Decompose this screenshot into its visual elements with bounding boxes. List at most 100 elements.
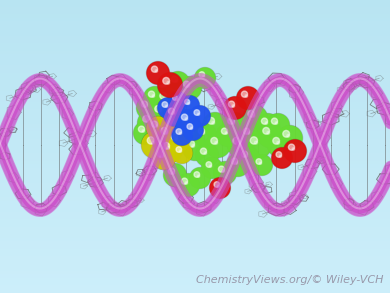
Bar xyxy=(0,161,390,165)
Circle shape xyxy=(243,106,267,130)
Bar xyxy=(0,120,390,125)
Bar xyxy=(0,7,390,11)
Circle shape xyxy=(179,150,182,152)
Circle shape xyxy=(196,144,218,166)
Bar xyxy=(0,260,390,264)
Circle shape xyxy=(199,128,205,134)
Circle shape xyxy=(150,101,174,125)
Bar xyxy=(0,58,390,62)
Circle shape xyxy=(195,68,215,88)
Circle shape xyxy=(271,147,292,168)
Circle shape xyxy=(279,155,282,157)
Circle shape xyxy=(267,114,289,136)
Circle shape xyxy=(225,132,228,134)
Circle shape xyxy=(168,91,188,110)
Circle shape xyxy=(222,128,227,134)
Bar xyxy=(0,230,390,234)
Circle shape xyxy=(212,121,214,124)
Circle shape xyxy=(192,144,195,147)
Circle shape xyxy=(236,86,260,110)
Circle shape xyxy=(188,102,190,105)
Circle shape xyxy=(243,128,250,134)
Circle shape xyxy=(245,155,248,157)
Circle shape xyxy=(217,124,239,146)
Bar xyxy=(0,219,390,223)
Circle shape xyxy=(158,73,182,97)
Bar xyxy=(0,216,390,220)
Circle shape xyxy=(155,88,179,112)
Circle shape xyxy=(210,178,230,198)
Circle shape xyxy=(168,168,175,174)
Circle shape xyxy=(158,137,183,163)
Circle shape xyxy=(158,138,182,162)
Circle shape xyxy=(222,113,248,138)
Circle shape xyxy=(268,132,292,158)
Circle shape xyxy=(241,91,248,97)
Bar xyxy=(0,3,390,7)
Bar xyxy=(0,40,390,44)
Circle shape xyxy=(257,113,280,137)
Circle shape xyxy=(228,117,234,124)
Bar xyxy=(0,25,390,29)
Circle shape xyxy=(202,132,205,134)
Bar xyxy=(0,150,390,154)
Bar xyxy=(0,208,390,212)
Circle shape xyxy=(190,105,211,127)
Circle shape xyxy=(194,172,200,177)
Circle shape xyxy=(169,119,175,124)
Circle shape xyxy=(202,113,228,138)
Circle shape xyxy=(163,103,186,127)
Circle shape xyxy=(194,124,216,146)
Circle shape xyxy=(136,96,160,120)
Circle shape xyxy=(250,137,257,144)
Circle shape xyxy=(147,62,169,84)
Circle shape xyxy=(238,123,262,146)
Circle shape xyxy=(181,96,199,114)
Circle shape xyxy=(152,146,176,170)
Circle shape xyxy=(137,97,159,119)
Circle shape xyxy=(138,126,145,132)
Circle shape xyxy=(275,122,278,124)
Circle shape xyxy=(239,124,261,146)
Circle shape xyxy=(147,117,169,139)
Circle shape xyxy=(179,77,201,99)
Circle shape xyxy=(272,148,292,168)
Bar xyxy=(0,186,390,190)
Circle shape xyxy=(183,135,207,161)
Circle shape xyxy=(215,142,218,144)
Circle shape xyxy=(168,108,175,114)
Circle shape xyxy=(284,139,307,163)
Bar xyxy=(0,69,390,73)
Bar xyxy=(0,234,390,238)
Circle shape xyxy=(172,112,175,114)
Circle shape xyxy=(144,87,166,109)
Bar xyxy=(0,183,390,187)
Circle shape xyxy=(241,151,248,157)
Circle shape xyxy=(271,118,278,124)
Bar xyxy=(0,248,390,253)
Circle shape xyxy=(223,113,247,137)
Circle shape xyxy=(237,142,239,144)
Circle shape xyxy=(283,130,289,137)
Circle shape xyxy=(278,126,302,150)
Circle shape xyxy=(172,125,192,145)
Circle shape xyxy=(159,109,161,112)
Bar xyxy=(0,212,390,216)
Circle shape xyxy=(257,114,279,136)
Circle shape xyxy=(158,72,183,98)
Bar xyxy=(0,274,390,278)
Circle shape xyxy=(145,105,148,107)
Circle shape xyxy=(277,125,303,151)
Bar xyxy=(0,267,390,271)
Circle shape xyxy=(158,98,179,118)
Bar xyxy=(0,194,390,198)
Circle shape xyxy=(175,138,178,140)
Circle shape xyxy=(172,122,175,125)
Circle shape xyxy=(194,110,200,115)
Bar xyxy=(0,263,390,267)
Bar xyxy=(0,252,390,256)
Circle shape xyxy=(202,75,205,77)
Bar xyxy=(0,47,390,51)
Circle shape xyxy=(141,131,168,159)
Bar xyxy=(0,139,390,143)
